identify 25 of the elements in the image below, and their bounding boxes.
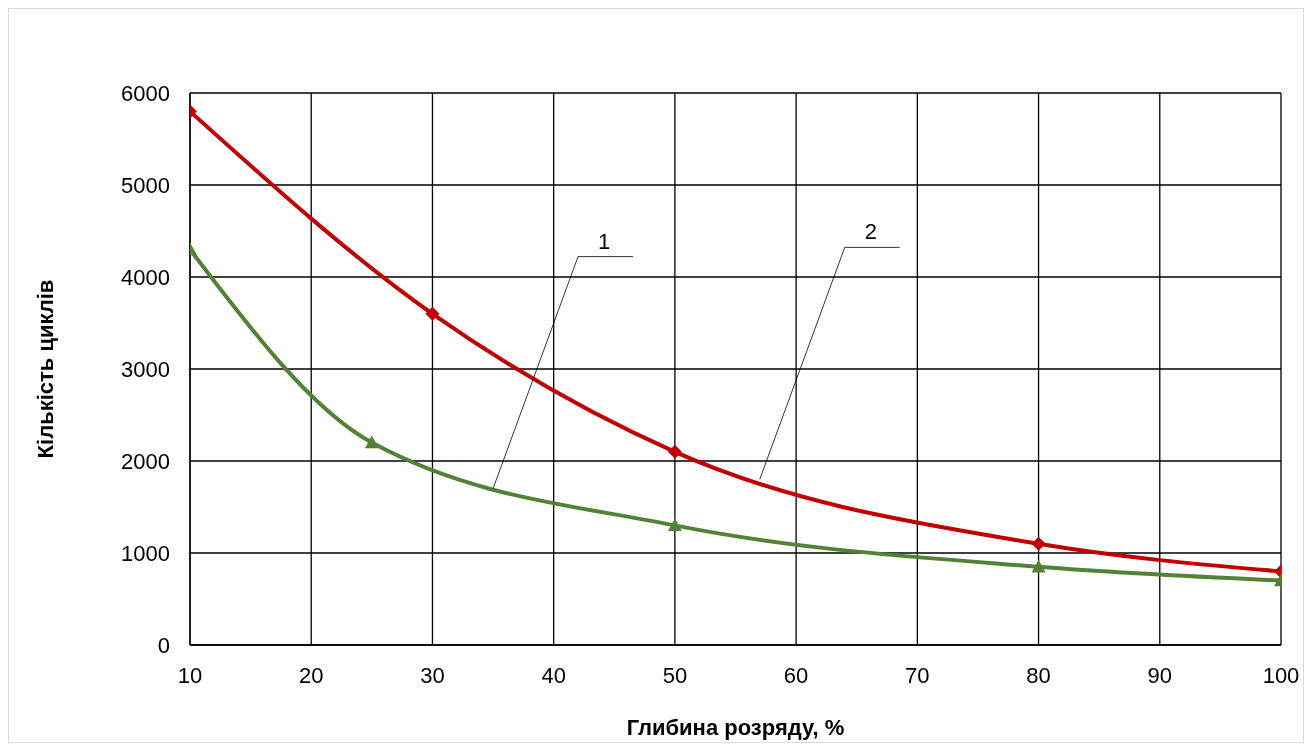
x-tick-label: 30	[420, 662, 445, 688]
x-tick-label: 90	[1147, 662, 1173, 688]
y-tick-label: 1000	[121, 540, 170, 566]
x-tick-label: 40	[541, 662, 566, 688]
y-tick-label: 3000	[121, 356, 170, 382]
y-tick-label: 4000	[121, 264, 170, 290]
point	[667, 444, 682, 459]
point	[425, 306, 440, 321]
point	[364, 435, 379, 449]
annotation: 1	[598, 228, 611, 254]
x-tick-label: 20	[298, 662, 324, 688]
y-tick-label: 5000	[121, 172, 170, 198]
x-tick-label: 60	[783, 662, 809, 688]
x-tick-label: 80	[1026, 662, 1051, 688]
x-tick-label: 50	[662, 662, 688, 688]
x-tick-label: 70	[905, 662, 930, 688]
y-tick-label: 0	[157, 632, 170, 658]
annotation: 2	[864, 219, 877, 245]
point	[667, 518, 682, 531]
x-tick-label: 100	[1262, 662, 1300, 688]
x-tick-label: 10	[177, 662, 203, 688]
y-axis-title: Кількість циклів	[32, 279, 58, 459]
y-tick-label: 6000	[121, 80, 170, 106]
x-axis-title: Глибина розряду, %	[626, 715, 845, 740]
y-tick-label: 2000	[121, 448, 170, 474]
